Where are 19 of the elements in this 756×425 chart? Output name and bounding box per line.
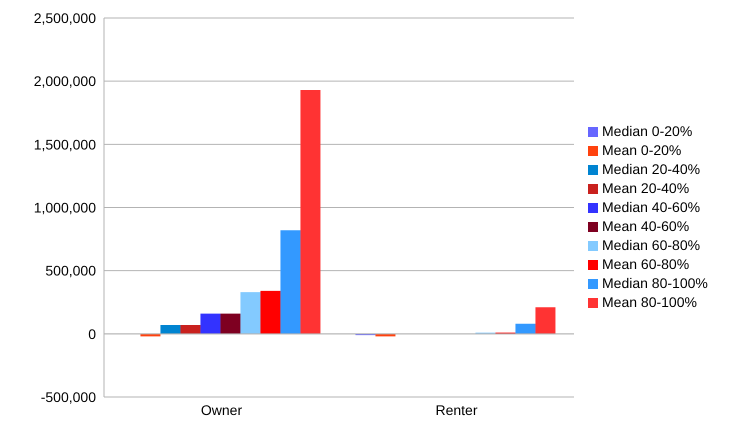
y-tick-label: 1,000,000 bbox=[34, 199, 96, 216]
legend-label: Median 60-80% bbox=[602, 236, 700, 252]
y-tick-label: 1,500,000 bbox=[34, 136, 96, 152]
legend-label: Mean 80-100% bbox=[602, 294, 697, 310]
legend-label: Median 40-60% bbox=[602, 198, 700, 214]
y-tick-label: 2,000,000 bbox=[34, 73, 96, 90]
legend-label: Median 80-100% bbox=[602, 274, 708, 290]
x-tick-label: Owner bbox=[200, 402, 242, 418]
legend-label: Mean 60-80% bbox=[602, 256, 690, 272]
legend-label: Median 0-20% bbox=[602, 122, 692, 138]
legend-label: Mean 40-60% bbox=[602, 218, 690, 234]
y-tick-label: 0 bbox=[88, 326, 96, 342]
legend-label: Mean 0-20% bbox=[602, 142, 682, 158]
x-tick-label: Renter bbox=[435, 402, 478, 418]
y-tick-label: 500,000 bbox=[45, 262, 96, 279]
y-tick-label: 2,500,000 bbox=[34, 10, 96, 26]
y-tick-label: -500,000 bbox=[40, 388, 96, 405]
legend-label: Mean 20-40% bbox=[602, 180, 690, 196]
legend-label: Median 20-40% bbox=[602, 160, 700, 176]
